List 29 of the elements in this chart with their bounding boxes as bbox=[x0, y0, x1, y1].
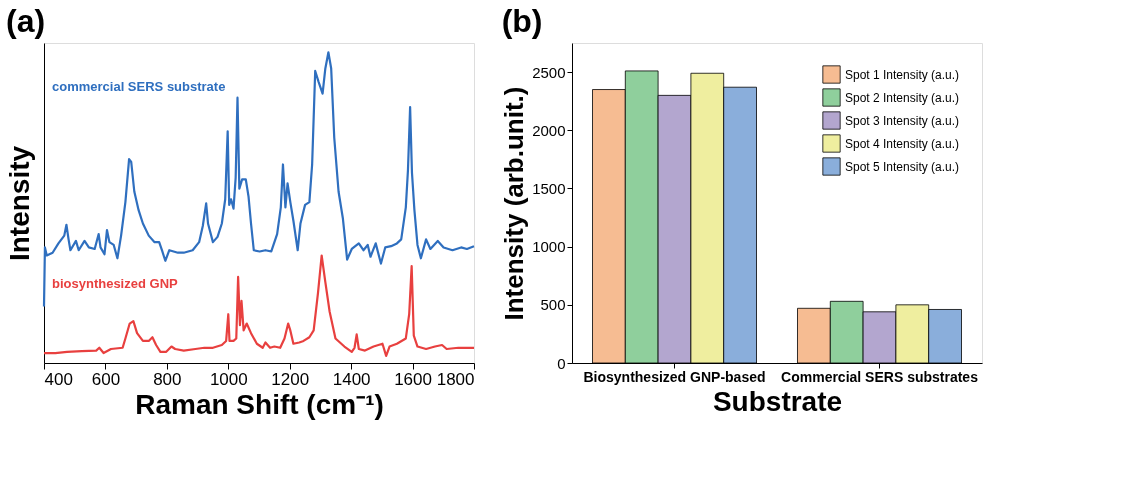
x-axis-title: Substrate bbox=[712, 385, 843, 417]
x-tick-label: 1600 bbox=[394, 369, 432, 389]
y-tick-label: 0 bbox=[557, 354, 566, 372]
x-tick-label: 1800 bbox=[436, 369, 475, 389]
y-axis-title: Intensity bbox=[3, 145, 35, 262]
x-tick-label: 1400 bbox=[332, 369, 371, 389]
x-axis-title: Raman Shift (cm⁻¹) bbox=[135, 388, 384, 420]
series-label: commercial SERS substrate bbox=[52, 78, 226, 94]
y-axis-title: Intensity (arb.unit.) bbox=[499, 86, 530, 321]
chart-title: (a) bbox=[6, 3, 46, 39]
legend-label: Spot 3 Intensity (a.u.) bbox=[845, 113, 960, 128]
x-tick-label: Commercial SERS substrates bbox=[781, 368, 979, 385]
x-tick-label: 1200 bbox=[271, 369, 310, 389]
x-tick-label: 1000 bbox=[209, 369, 248, 389]
y-tick-label: 1500 bbox=[532, 179, 566, 197]
chart-title: (b) bbox=[501, 3, 543, 39]
x-tick-label: 400 bbox=[44, 369, 73, 389]
legend-label: Spot 2 Intensity (a.u.) bbox=[845, 90, 960, 105]
x-tick-label: 800 bbox=[153, 369, 182, 389]
y-tick-label: 2000 bbox=[532, 121, 566, 139]
legend-label: Spot 5 Intensity (a.u.) bbox=[845, 159, 960, 174]
x-tick-label: 600 bbox=[91, 369, 121, 389]
legend-label: Spot 4 Intensity (a.u.) bbox=[845, 136, 960, 151]
legend-label: Spot 1 Intensity (a.u.) bbox=[845, 67, 960, 82]
y-tick-label: 1000 bbox=[532, 238, 566, 256]
text: biosynthesized GNP bbox=[52, 275, 179, 291]
y-tick-label: 500 bbox=[540, 296, 566, 314]
y-tick-label: 2500 bbox=[532, 63, 566, 81]
x-tick-label: Biosynthesized GNP-based bbox=[583, 368, 766, 385]
